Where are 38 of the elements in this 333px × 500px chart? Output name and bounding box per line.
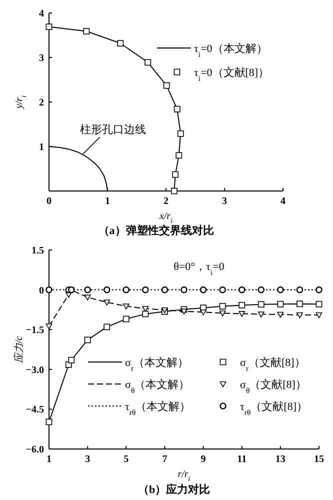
- x-tick-label: 3: [222, 196, 227, 207]
- y-tick-label: 4: [39, 8, 44, 20]
- legend-label: σ$_{θ}$（文献[8]）: [240, 378, 306, 394]
- annotation: 柱形孔口边线: [80, 123, 146, 136]
- x-tick-label: 3: [85, 454, 90, 465]
- legend-label: σ$_{r}$（文献[8]）: [240, 356, 306, 372]
- y-tick-label: 2: [39, 98, 44, 108]
- x-tick-label: 1: [46, 454, 52, 465]
- legend-label: τ$_{i}$=0（文献[8]）: [194, 66, 270, 82]
- y-tick-label: −3.0: [26, 364, 44, 376]
- legend-label: σ$_{r}$（本文解）: [125, 356, 188, 372]
- y-tick-label: 3: [39, 53, 44, 64]
- x-tick-label: 2: [164, 196, 168, 207]
- x-axis-title: r/r$_{i}$: [178, 469, 190, 483]
- legend-label: τ$_{rθ}$（本文解）: [125, 400, 191, 416]
- x-tick-label: 0: [46, 196, 52, 207]
- y-tick-label: 0: [39, 285, 44, 296]
- x-tick-label: 15: [314, 454, 324, 465]
- x-axis-title: x/r$_{i}$: [158, 211, 173, 225]
- y-tick-label: −4.5: [26, 404, 44, 416]
- y-tick-label: 1.5: [32, 246, 44, 256]
- text: （a）弹塑性交界线对比: [98, 224, 214, 237]
- x-tick-label: 7: [162, 454, 168, 465]
- x-tick-label: 11: [237, 454, 247, 465]
- y-tick-label: −1.5: [26, 325, 44, 336]
- x-tick-label: 1: [105, 196, 110, 207]
- x-tick-label: 13: [275, 454, 286, 465]
- annotation: θ=0°，τ$_{i}$=0: [174, 261, 225, 276]
- y-axis-title: 应力/c: [13, 335, 25, 364]
- legend-label: τ$_{i}$=0（本文解）: [194, 42, 268, 58]
- y-tick-label: −6.0: [26, 444, 44, 456]
- x-tick-label: 4: [280, 196, 286, 207]
- y-tick-label: 1: [39, 142, 44, 153]
- legend-label: σ$_{θ}$（本文解）: [125, 378, 190, 394]
- legend-label: τ$_{rθ}$（文献[8]）: [240, 400, 308, 416]
- x-tick-label: 5: [124, 454, 129, 465]
- x-tick-label: 9: [200, 454, 206, 465]
- text: （b）应力对比: [138, 483, 210, 496]
